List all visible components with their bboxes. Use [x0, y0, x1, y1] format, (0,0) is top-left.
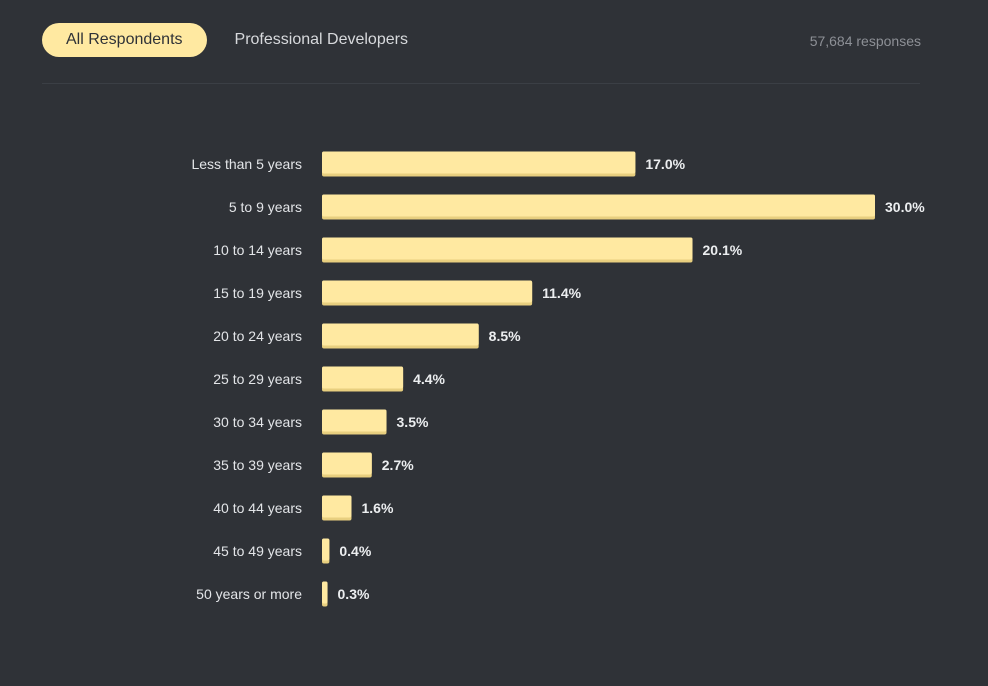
- tab-all-respondents[interactable]: All Respondents: [42, 23, 207, 57]
- value-label: 20.1%: [703, 242, 743, 258]
- bar: [322, 452, 372, 475]
- category-label: 20 to 24 years: [213, 328, 302, 344]
- bar-row: Less than 5 years 17.0%: [191, 151, 686, 177]
- category-label: 40 to 44 years: [213, 500, 302, 516]
- category-label: 45 to 49 years: [213, 543, 302, 559]
- value-label: 11.4%: [542, 285, 581, 301]
- category-label: 50 years or more: [196, 586, 302, 602]
- category-label: Less than 5 years: [191, 156, 302, 172]
- header-divider: [42, 83, 920, 84]
- category-label: 5 to 9 years: [229, 199, 302, 215]
- bar: [322, 495, 352, 518]
- bar-row: 25 to 29 years 4.4%: [213, 366, 446, 392]
- value-label: 4.4%: [413, 371, 445, 387]
- bar: [322, 581, 328, 604]
- bar: [322, 323, 479, 346]
- category-label: 30 to 34 years: [213, 414, 302, 430]
- bar-row: 35 to 39 years 2.7%: [213, 452, 414, 478]
- bar-row: 45 to 49 years 0.4%: [213, 538, 372, 564]
- bar-row: 50 years or more 0.3%: [196, 581, 370, 607]
- value-label: 0.3%: [338, 586, 370, 602]
- bar-row: 15 to 19 years 11.4%: [213, 280, 582, 306]
- value-label: 2.7%: [382, 457, 414, 473]
- value-label: 17.0%: [645, 156, 685, 172]
- tab-professional-developers[interactable]: Professional Developers: [234, 31, 408, 48]
- bar-row: 30 to 34 years 3.5%: [213, 409, 429, 435]
- bar-row: 20 to 24 years 8.5%: [213, 323, 521, 349]
- bar: [322, 409, 387, 432]
- category-label: 35 to 39 years: [213, 457, 302, 473]
- bar: [322, 366, 404, 389]
- bar: [322, 151, 636, 174]
- bar-row: 10 to 14 years 20.1%: [213, 237, 743, 263]
- value-label: 1.6%: [361, 500, 393, 516]
- bar-row: 5 to 9 years 30.0%: [229, 194, 925, 220]
- responses-count: 57,684 responses: [809, 33, 921, 49]
- value-label: 0.4%: [339, 543, 371, 559]
- tab-bar: All Respondents Professional Developers: [42, 23, 432, 57]
- bar: [322, 280, 533, 303]
- category-label: 10 to 14 years: [213, 242, 302, 258]
- category-label: 25 to 29 years: [213, 371, 302, 387]
- category-label: 15 to 19 years: [213, 285, 302, 301]
- value-label: 8.5%: [489, 328, 521, 344]
- bar-row: 40 to 44 years 1.6%: [213, 495, 394, 521]
- bar: [322, 194, 875, 217]
- value-label: 3.5%: [397, 414, 429, 430]
- bar: [322, 237, 693, 260]
- value-label: 30.0%: [885, 199, 925, 215]
- bar: [322, 538, 330, 561]
